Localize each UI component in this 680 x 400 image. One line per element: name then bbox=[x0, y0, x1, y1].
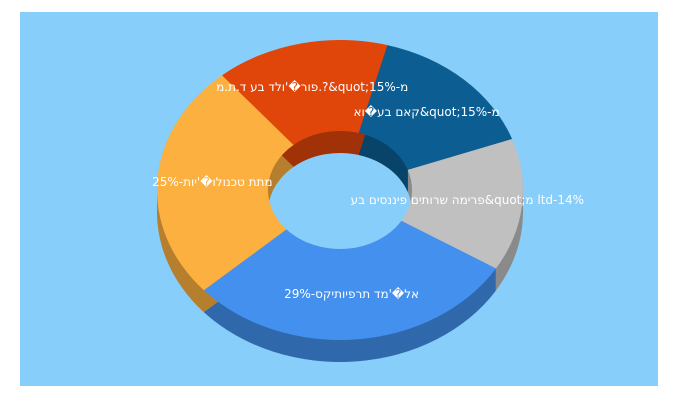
slice bbox=[157, 75, 294, 291]
data-label: פרימה שרותים פיננסים בע&quot;מ ltd-14% bbox=[351, 193, 584, 207]
data-label: קאם בע�וא&quot;15%-מ bbox=[353, 105, 499, 119]
data-label: מתת טכנולו�'יות-25% bbox=[152, 175, 272, 189]
slice bbox=[203, 220, 496, 341]
data-label: אל�'מד תרפיותיקס-29% bbox=[284, 287, 419, 301]
slice bbox=[401, 138, 523, 269]
data-label: פור�'ולד בע ד.ת.מ.?&quot;15%-מ bbox=[216, 80, 408, 94]
slice bbox=[222, 39, 388, 145]
slice bbox=[358, 45, 513, 170]
